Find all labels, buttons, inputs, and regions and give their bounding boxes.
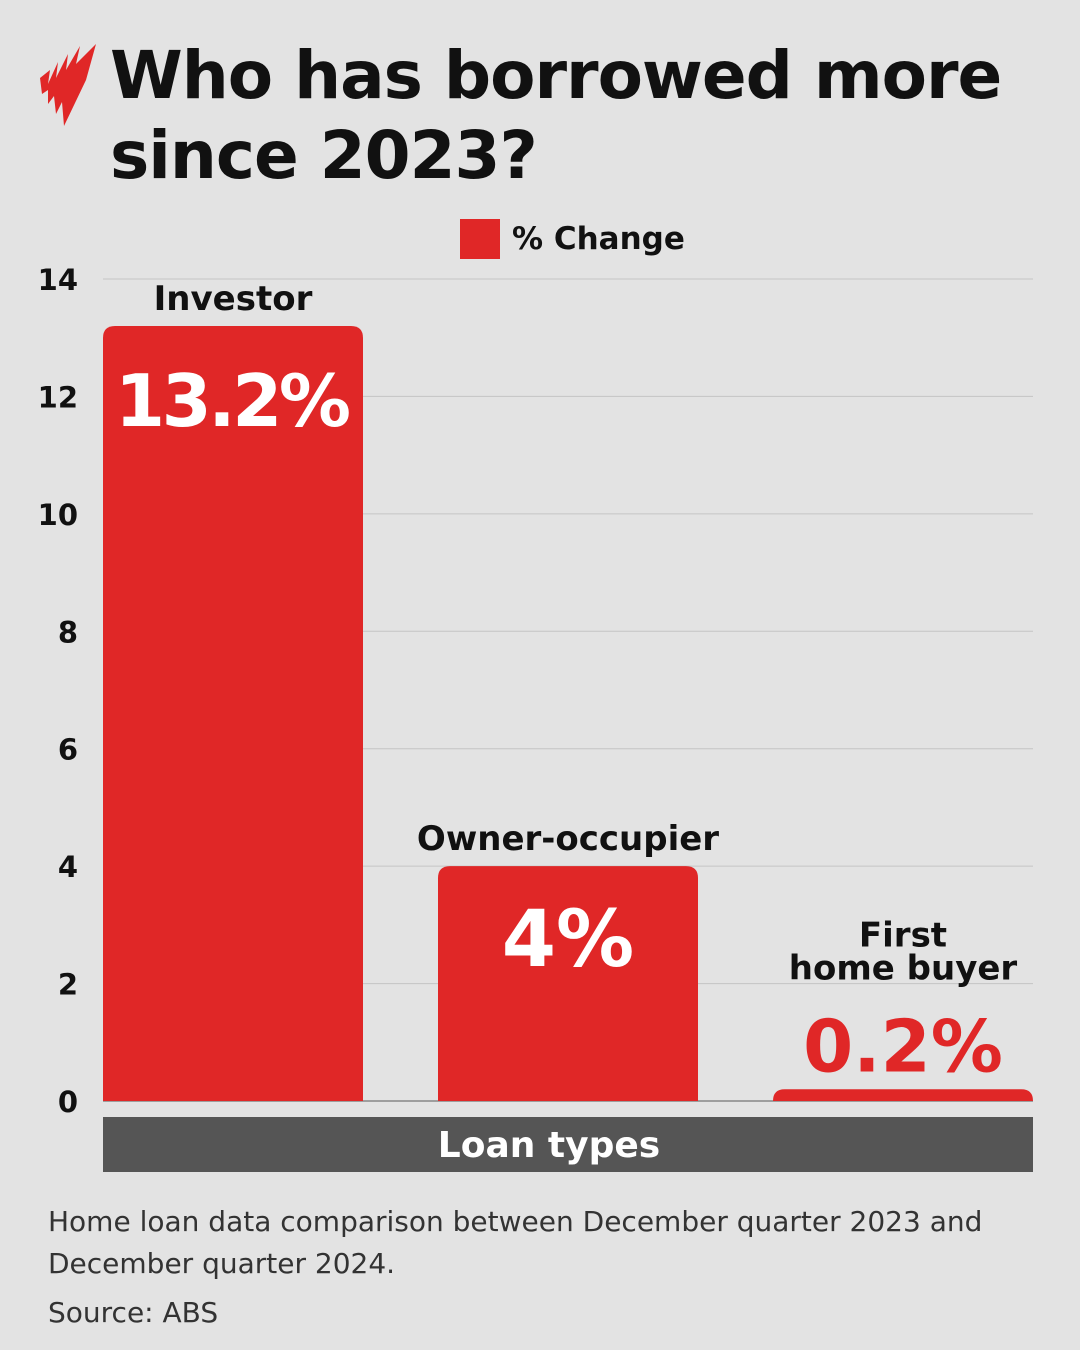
y-tick-label: 10 bbox=[38, 498, 78, 532]
data-label: 4% bbox=[502, 895, 634, 985]
footer-source: Source: ABS bbox=[48, 1296, 219, 1329]
category-label: home buyer bbox=[789, 948, 1018, 988]
legend-label: % Change bbox=[512, 221, 685, 257]
footer-note: Home loan data comparison between Decemb… bbox=[48, 1205, 983, 1280]
y-tick-label: 12 bbox=[38, 380, 78, 414]
legend-swatch bbox=[460, 219, 500, 259]
y-tick-label: 0 bbox=[58, 1085, 78, 1119]
category-label: Owner-occupier bbox=[417, 819, 719, 859]
category-label: Investor bbox=[154, 279, 313, 319]
y-tick-label: 14 bbox=[38, 263, 78, 297]
bar bbox=[438, 866, 698, 1101]
y-tick-label: 4 bbox=[58, 850, 78, 884]
data-label: 0.2% bbox=[803, 1004, 1003, 1088]
y-tick-label: 2 bbox=[58, 968, 78, 1002]
bar bbox=[103, 325, 363, 1101]
x-axis-label: Loan types bbox=[438, 1125, 660, 1166]
bar bbox=[773, 1089, 1033, 1101]
data-label: 13.2% bbox=[115, 359, 351, 443]
y-tick-label: 8 bbox=[58, 615, 78, 649]
sbs-logo bbox=[40, 44, 96, 126]
category-label: First bbox=[859, 915, 947, 955]
y-tick-label: 6 bbox=[58, 733, 78, 767]
bar-chart: 0 2 4 6 8 10 12 14 % Change Investor 13.2% Owner-oc… bbox=[38, 219, 1033, 1172]
chart-title: Who has borrowed more since 2023? bbox=[110, 37, 1002, 194]
x-axis-band bbox=[103, 1117, 1033, 1172]
